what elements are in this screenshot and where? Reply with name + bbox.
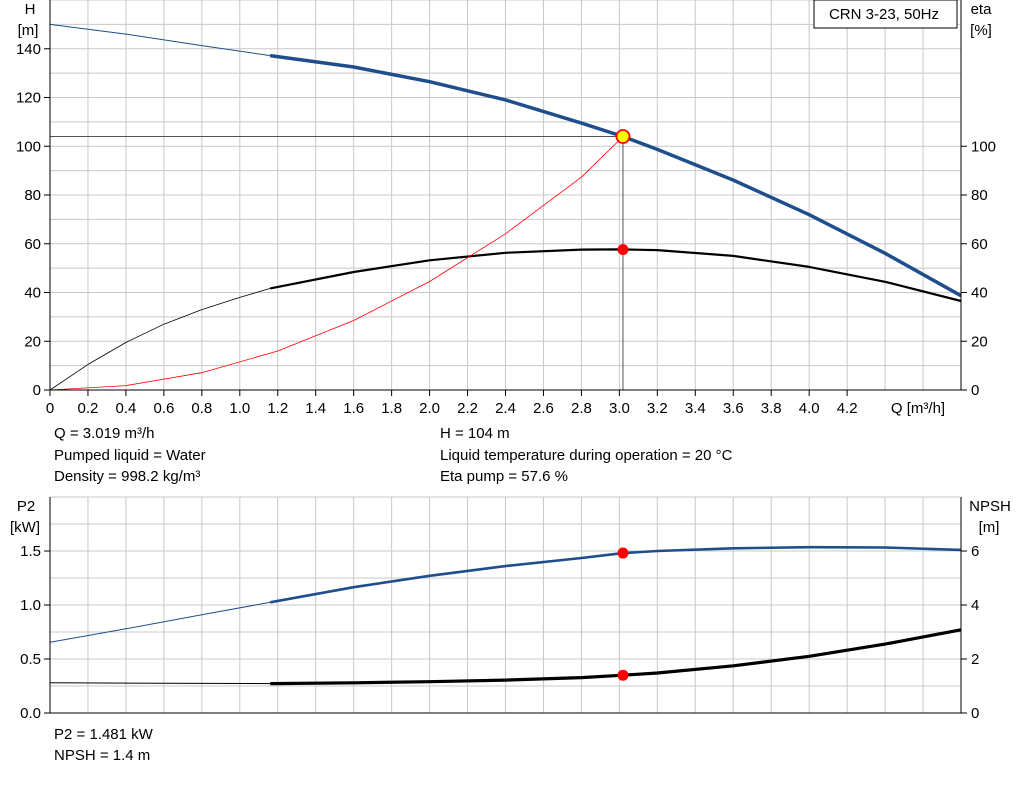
y-left-tick-label: 60 xyxy=(24,236,41,253)
x-tick-label: 3.4 xyxy=(685,400,706,417)
y-right-tick-label: 20 xyxy=(971,333,988,350)
power-npsh-curves xyxy=(49,545,962,686)
x-tick-label: 2.6 xyxy=(533,400,554,417)
info-liquid-temperature: Liquid temperature during operation = 20… xyxy=(440,447,733,464)
y-left-tick-label: 0 xyxy=(33,382,41,399)
performance-curves xyxy=(49,23,962,391)
x-tick-label: 4.2 xyxy=(837,400,858,417)
info-npsh: NPSH = 1.4 m xyxy=(54,747,151,764)
y-right-label-line2: [%] xyxy=(970,22,992,39)
x-tick-label: 2.4 xyxy=(495,400,516,417)
y-right-tick-label: 4 xyxy=(971,597,979,614)
x-tick-label: 1.2 xyxy=(267,400,288,417)
series-p2_ext xyxy=(49,601,271,643)
x-tick-label: 1.8 xyxy=(381,400,402,417)
y-left-label-line1: H xyxy=(25,1,36,18)
series-head_ext xyxy=(49,23,271,57)
y-left-tick-label: 120 xyxy=(16,90,41,107)
y-left-tick-label: 80 xyxy=(24,187,41,204)
performance-chart: 0 20 40 60 80 100 120 140 0 20 40 60 80 100 0 0.2 0.4 0.6… xyxy=(16,0,996,417)
y-left-label-line2: [m] xyxy=(18,22,39,39)
x-tick-label: 0 xyxy=(46,400,54,417)
x-tick-label: 3.0 xyxy=(609,400,630,417)
y-right-label-line1: NPSH xyxy=(969,498,1011,515)
series-system xyxy=(49,136,624,391)
y-left-tick-label: 0.0 xyxy=(20,705,41,722)
power-npsh-chart: 0.0 0.5 1.0 1.5 0 2 4 6 P2 [kW] NPSH [m] xyxy=(10,496,1011,722)
series-head xyxy=(269,53,962,298)
x-tick-label: 4.0 xyxy=(799,400,820,417)
duty-point-power-marker xyxy=(617,547,629,559)
x-tick-label: 3.6 xyxy=(723,400,744,417)
info-density: Density = 998.2 kg/m³ xyxy=(54,468,201,485)
x-tick-label: 3.2 xyxy=(647,400,668,417)
x-tick-label: 0.8 xyxy=(191,400,212,417)
series-p2 xyxy=(269,545,962,604)
x-tick-label: 2.2 xyxy=(457,400,478,417)
y-right-tick-label: 2 xyxy=(971,651,979,668)
x-tick-label: 0.2 xyxy=(78,400,99,417)
y-right-tick-label: 100 xyxy=(971,138,996,155)
y-left-tick-label: 1.5 xyxy=(20,543,41,560)
duty-point-eta-marker xyxy=(617,244,629,256)
y-left-tick-label: 100 xyxy=(16,138,41,155)
x-tick-label: 2.8 xyxy=(571,400,592,417)
x-tick-label: 3.8 xyxy=(761,400,782,417)
performance-axis-labels: H [m] eta [%] Q [m³/h] xyxy=(18,1,993,417)
power-npsh-grid xyxy=(50,496,962,713)
y-right-label-line1: eta xyxy=(971,1,993,18)
performance-grid xyxy=(50,0,962,390)
info-eta-pump: Eta pump = 57.6 % xyxy=(440,468,568,485)
y-left-tick-label: 140 xyxy=(16,41,41,58)
y-left-label-line1: P2 xyxy=(17,498,35,515)
duty-point-npsh-marker xyxy=(617,669,629,681)
performance-axes: 0 20 40 60 80 100 120 140 0 20 40 60 80 100 0 0.2 0.4 0.6… xyxy=(16,0,996,417)
series-eta xyxy=(269,248,962,303)
x-tick-label: 1.0 xyxy=(229,400,250,417)
x-tick-label: 2.0 xyxy=(419,400,440,417)
y-right-tick-label: 6 xyxy=(971,543,979,560)
duty-point-head-marker xyxy=(615,129,631,144)
y-left-tick-label: 1.0 xyxy=(20,597,41,614)
y-right-tick-label: 60 xyxy=(971,236,988,253)
y-left-tick-label: 0.5 xyxy=(20,651,41,668)
info-power: P2 = 1.481 kW xyxy=(54,726,153,743)
y-right-tick-label: 40 xyxy=(971,285,988,302)
y-right-tick-label: 0 xyxy=(971,382,979,399)
y-left-tick-label: 20 xyxy=(24,333,41,350)
legend-box: CRN 3-23, 50Hz xyxy=(813,0,958,29)
x-tick-label: 0.4 xyxy=(115,400,136,417)
x-axis-label: Q [m³/h] xyxy=(891,400,945,417)
info-head: H = 104 m xyxy=(440,425,510,442)
y-right-tick-label: 0 xyxy=(971,705,979,722)
y-left-label-line2: [kW] xyxy=(10,519,40,536)
y-right-label-line2: [m] xyxy=(979,519,1000,536)
y-right-tick-label: 80 xyxy=(971,187,988,204)
info-pumped-liquid: Pumped liquid = Water xyxy=(54,447,206,464)
chart-title: CRN 3-23, 50Hz xyxy=(829,6,939,23)
series-npsh_ext xyxy=(49,682,271,685)
x-tick-label: 0.6 xyxy=(153,400,174,417)
x-tick-label: 1.4 xyxy=(305,400,326,417)
y-left-tick-label: 40 xyxy=(24,285,41,302)
x-tick-label: 1.6 xyxy=(343,400,364,417)
series-npsh xyxy=(270,628,962,686)
power-npsh-axis-labels: P2 [kW] NPSH [m] xyxy=(10,498,1011,536)
power-npsh-axes: 0.0 0.5 1.0 1.5 0 2 4 6 xyxy=(20,497,979,722)
series-eta_ext xyxy=(49,288,271,391)
info-flow: Q = 3.019 m³/h xyxy=(54,425,155,442)
